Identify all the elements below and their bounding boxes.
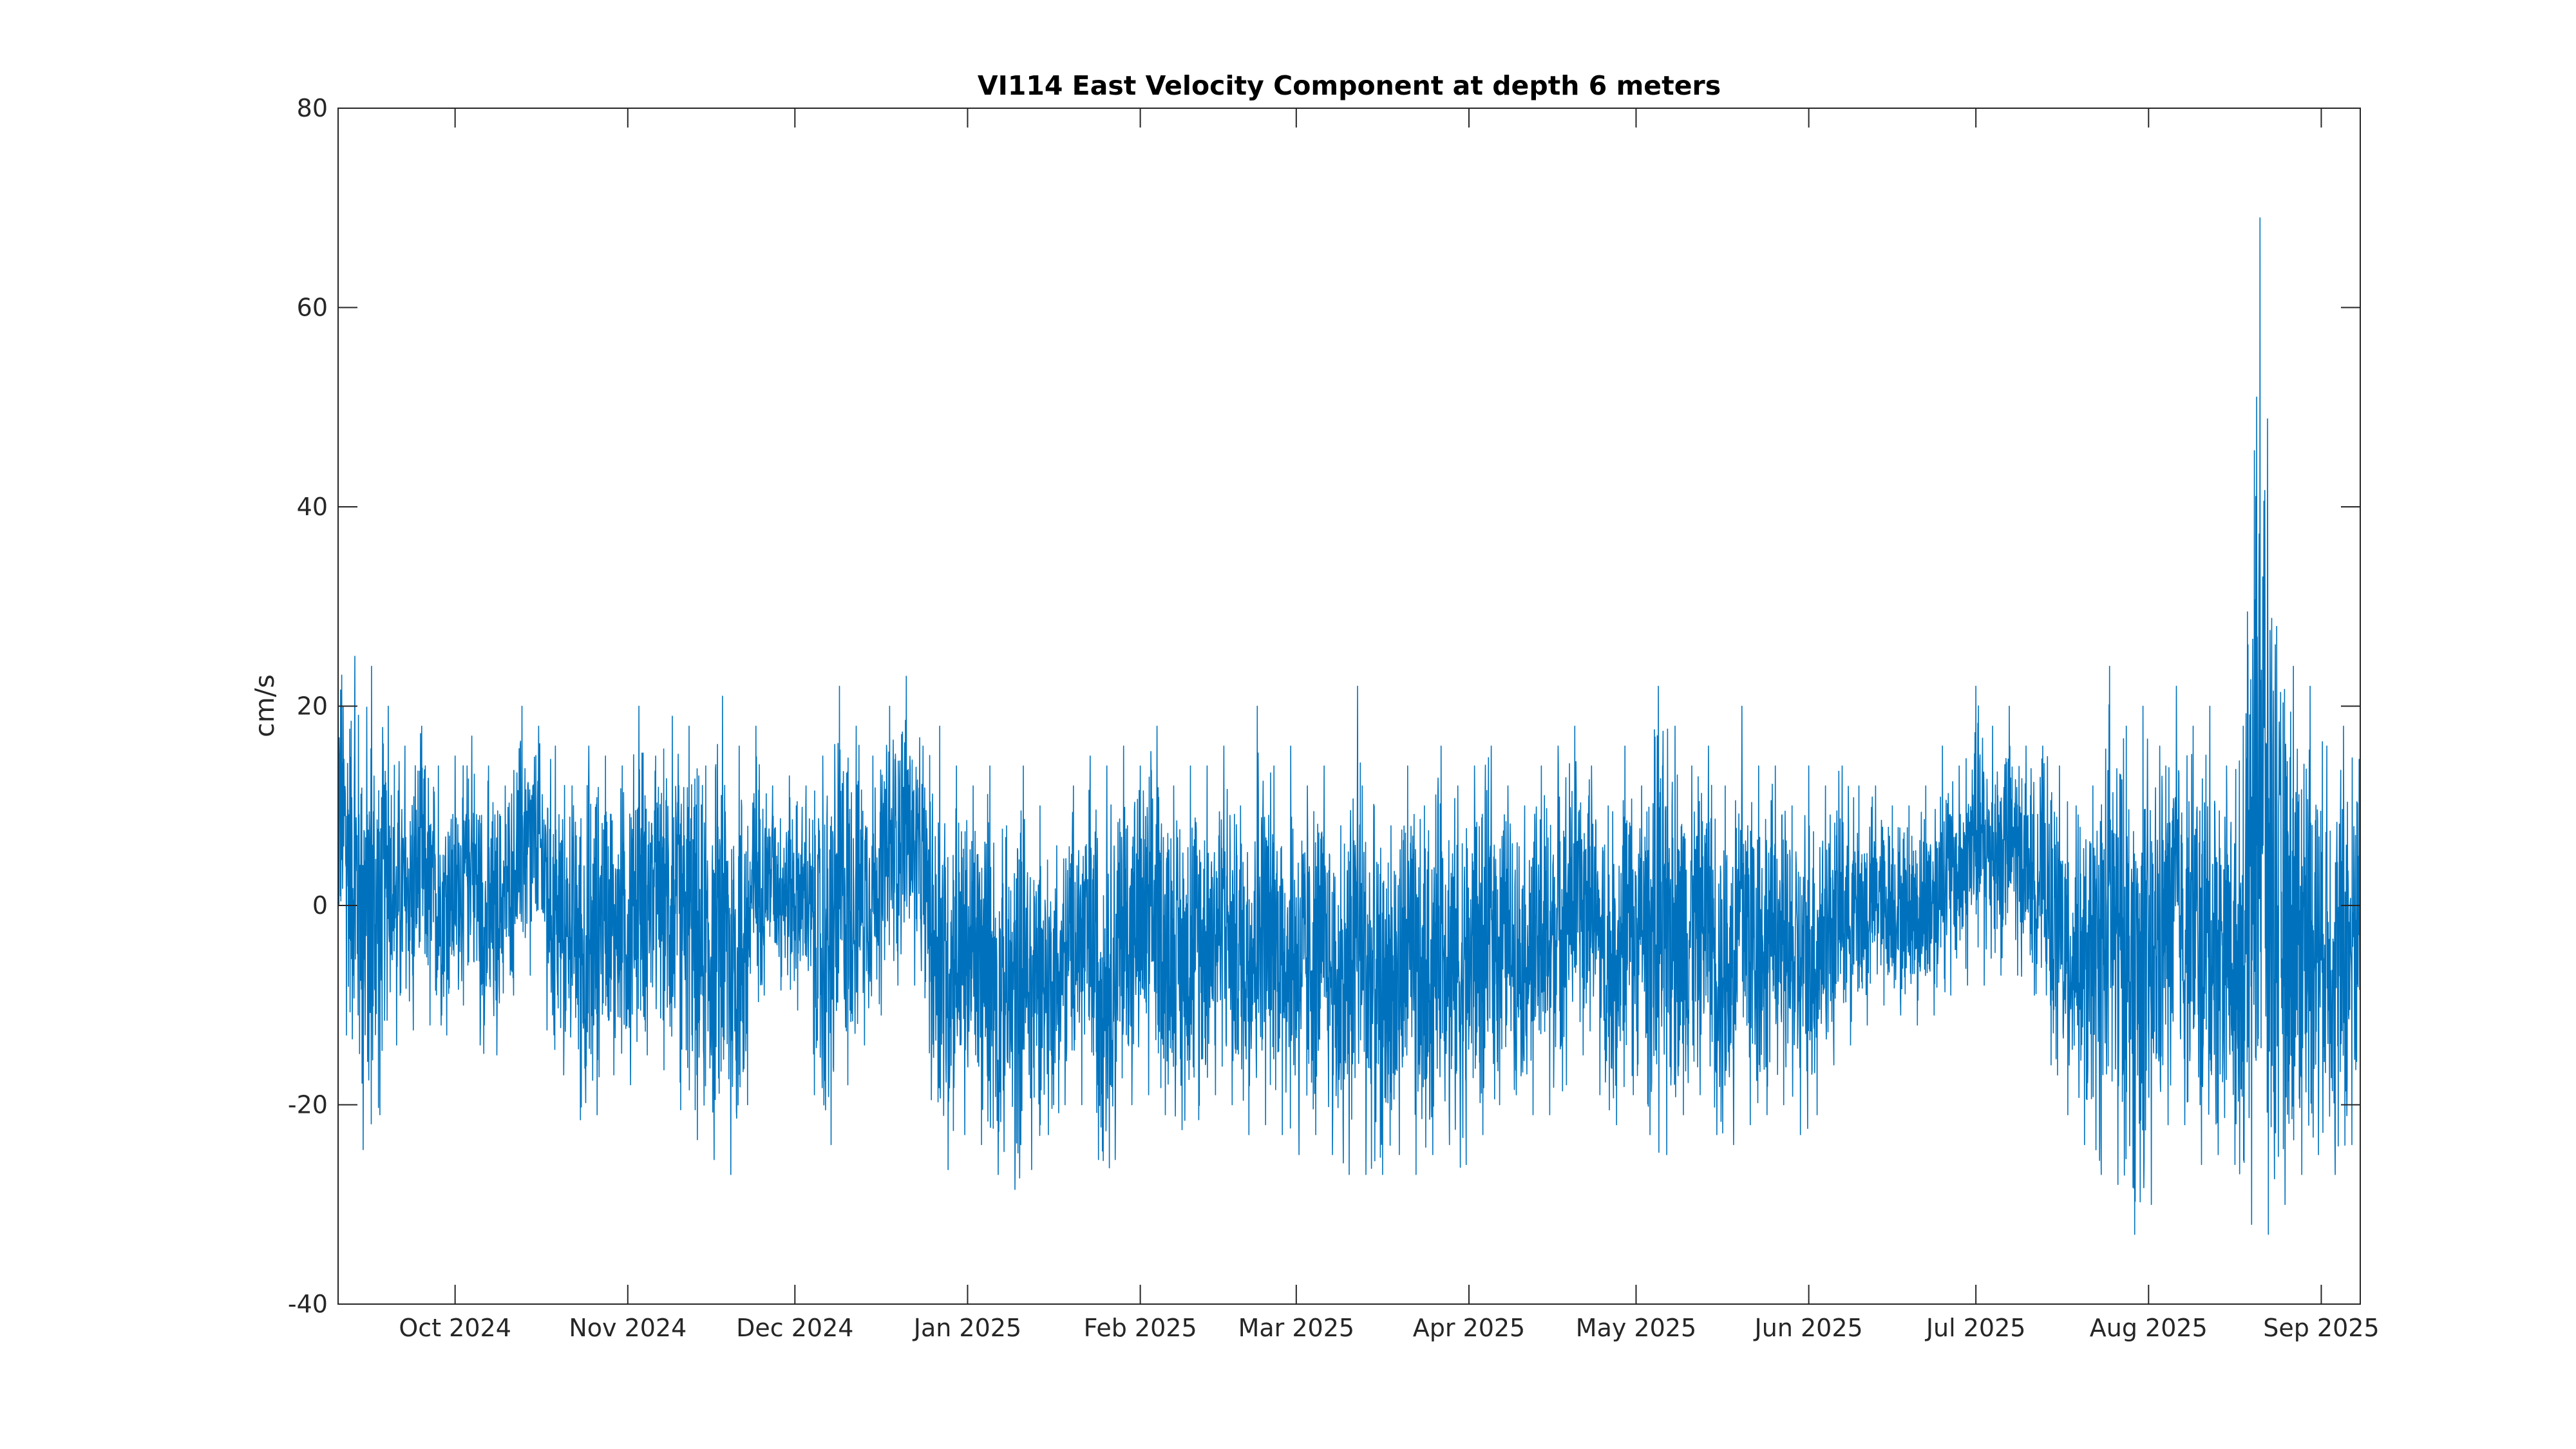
x-tick-label: Mar 2025	[1238, 1314, 1354, 1342]
y-tick-label: -20	[288, 1091, 328, 1119]
y-tick-label: 60	[297, 294, 328, 322]
x-tick-label: Oct 2024	[399, 1314, 511, 1342]
x-tick-label: Apr 2025	[1413, 1314, 1526, 1342]
series-layer	[337, 217, 2361, 1235]
chart-title: VI114 East Velocity Component at depth 6…	[978, 70, 1721, 101]
y-tick-label: 0	[312, 891, 328, 920]
x-tick-label: Jan 2025	[913, 1314, 1021, 1342]
y-tick-label: 20	[297, 692, 328, 721]
x-tick-label: Feb 2025	[1084, 1314, 1197, 1342]
y-tick-label: -40	[288, 1290, 328, 1318]
y-tick-label: 40	[297, 493, 328, 521]
x-tick-label: Aug 2025	[2090, 1314, 2208, 1342]
x-axis: Oct 2024 Nov 2024 Dec 2024 Jan 2025 Feb 2025…	[399, 108, 2380, 1342]
plot-frame	[337, 108, 2361, 1305]
x-tick-label: Dec 2024	[736, 1314, 853, 1342]
x-tick-label: Jun 2025	[1754, 1314, 1863, 1342]
x-tick-label: Nov 2024	[569, 1314, 687, 1342]
x-tick-label: Jul 2025	[1925, 1314, 2026, 1342]
y-axis-label: cm/s	[249, 674, 280, 737]
x-tick-label: Sep 2025	[2263, 1314, 2379, 1342]
series-line-east-velocity	[337, 217, 2361, 1235]
y-tick-label: 80	[297, 94, 328, 122]
x-tick-label: May 2025	[1576, 1314, 1696, 1342]
y-axis: -40 -20 0 20 40 60 80	[288, 94, 2360, 1318]
